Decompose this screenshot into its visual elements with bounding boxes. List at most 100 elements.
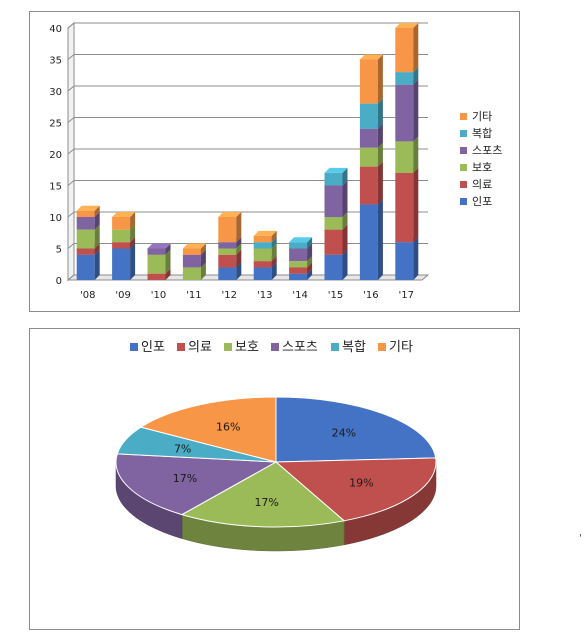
bar-side (413, 136, 419, 173)
bar-segment (395, 23, 419, 73)
bar-segment (76, 205, 100, 217)
x-tick-label: '11 (186, 290, 201, 301)
bar-front (324, 217, 343, 230)
bar-top (112, 212, 136, 217)
legend-item: 기타 (460, 110, 492, 123)
legend-label: 복합 (472, 127, 492, 140)
bar-front (289, 267, 308, 274)
y-tick-label: 0 (56, 276, 62, 287)
bar-segment (395, 167, 419, 243)
bar-side (236, 249, 242, 268)
bar-segment (324, 180, 348, 217)
bar-front (289, 248, 308, 262)
bar-front (182, 267, 201, 280)
x-tick-label: '13 (257, 290, 272, 301)
gridline-diag (67, 180, 75, 186)
bar-front (147, 248, 166, 255)
legend-label: 스포츠 (282, 340, 318, 355)
pie-slice (115, 453, 278, 516)
bar-top (395, 23, 419, 28)
bar-side (307, 243, 313, 262)
pie-data-label: 16% (216, 421, 240, 434)
bar-front (324, 185, 343, 217)
x-tick-label: '16 (363, 290, 378, 301)
legend-label: 인포 (141, 340, 165, 355)
legend-label: 의료 (472, 178, 492, 191)
bar-segment (253, 230, 277, 243)
bar-front (395, 242, 414, 280)
legend-label: 보호 (472, 161, 492, 174)
legend-swatch (460, 130, 467, 137)
gridline-diag (67, 85, 75, 92)
pie-data-label: 17% (254, 496, 278, 509)
bar-top (218, 212, 242, 217)
bar-front (289, 242, 308, 249)
bar-segment (289, 237, 313, 249)
gridline-diag (67, 148, 75, 155)
bar-top (253, 230, 277, 236)
bar-side (200, 243, 206, 255)
bar-front (359, 166, 378, 205)
gridline-diag (67, 211, 75, 218)
legend-swatch (378, 343, 386, 351)
bar-segment (112, 212, 136, 230)
legend-label: 기타 (472, 110, 492, 123)
pie-slice (275, 396, 437, 463)
bar-segment (182, 243, 206, 255)
bar-front (112, 248, 131, 280)
legend-swatch (460, 164, 467, 171)
bar-side (342, 180, 348, 217)
bar-segment (147, 243, 171, 255)
bar-side (236, 212, 242, 243)
legend-swatch (460, 181, 467, 188)
bar-side (413, 23, 419, 73)
legend-label: 복합 (342, 340, 366, 355)
bar-front (76, 248, 95, 255)
bar-segment (395, 136, 419, 173)
bar-side (377, 199, 383, 280)
legend-item: 인포 (130, 340, 165, 355)
bar-side (94, 212, 100, 230)
y-tick-label: 30 (49, 87, 62, 98)
bar-side (413, 167, 419, 243)
legend-swatch (224, 343, 232, 351)
bar-side (130, 224, 136, 243)
legend-swatch (460, 198, 467, 205)
x-tick-label: '12 (222, 290, 237, 301)
bar-side (200, 262, 206, 280)
gridline-diag (67, 22, 75, 29)
bar-side (307, 262, 313, 274)
bar-top (289, 237, 313, 243)
bar-front (218, 254, 237, 268)
bar-top (147, 243, 171, 249)
pie-data-label: 7% (174, 442, 191, 455)
bar-side (271, 262, 277, 280)
bar-side (165, 268, 171, 280)
bar-segment (359, 161, 383, 205)
bar-side (271, 256, 277, 268)
bar-top (76, 205, 100, 211)
pie-slice (274, 457, 437, 522)
bar-side (94, 224, 100, 249)
y-tick-label: 25 (49, 119, 62, 130)
bar-front (76, 210, 95, 217)
bar-front (395, 72, 414, 85)
legend-label: 기타 (389, 340, 413, 355)
bar-side (130, 243, 136, 280)
bar-side (165, 249, 171, 274)
bar-chart-canvas: 0 5 10 15 20 25 30 35 40 '08 '09 '10 '11 '12 '13 '14 '15… (49, 21, 502, 301)
bar-front (182, 254, 201, 268)
legend-item: 복합 (460, 127, 492, 140)
bar-side (130, 212, 136, 230)
legend-swatch (130, 343, 138, 351)
bar-segment (359, 98, 383, 129)
bar-side (94, 205, 100, 217)
legend-item: 보호 (224, 340, 259, 355)
bar-front (112, 217, 131, 230)
bar-front (253, 261, 272, 268)
bar-front (359, 59, 378, 104)
bar-segment (324, 167, 348, 186)
bar-side (413, 79, 419, 142)
bar-top (324, 167, 348, 173)
bar-front (147, 273, 166, 280)
